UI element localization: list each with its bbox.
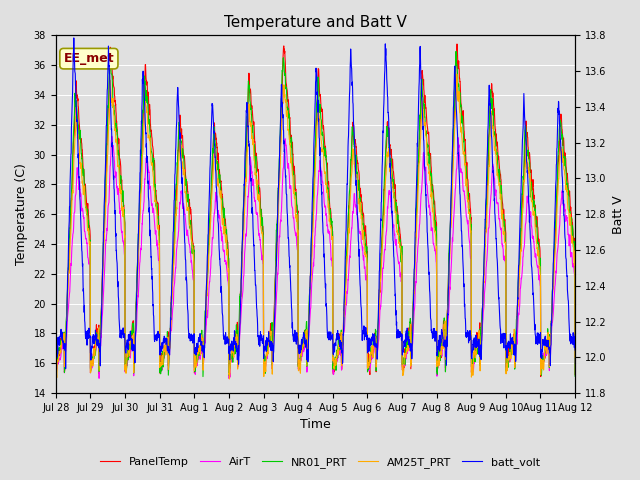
NR01_PRT (52, 356, 60, 361)
NR01_PRT (467, 218, 474, 224)
Title: Temperature and Batt V: Temperature and Batt V (224, 15, 407, 30)
batt_volt (70, 35, 77, 41)
AM25T_PRT (540, 358, 548, 363)
AM25T_PRT (572, 354, 579, 360)
AirT (540, 359, 548, 364)
NR01_PRT (452, 48, 460, 54)
AM25T_PRT (467, 229, 474, 235)
AirT (331, 362, 339, 368)
AM25T_PRT (330, 363, 338, 369)
batt_volt (342, 230, 349, 236)
NR01_PRT (196, 345, 204, 350)
Legend: PanelTemp, AirT, NR01_PRT, AM25T_PRT, batt_volt: PanelTemp, AirT, NR01_PRT, AM25T_PRT, ba… (95, 452, 545, 472)
PanelTemp (196, 341, 204, 347)
AM25T_PRT (226, 376, 234, 382)
AirT (572, 360, 579, 366)
Text: EE_met: EE_met (63, 52, 114, 65)
AM25T_PRT (52, 374, 60, 380)
NR01_PRT (526, 160, 534, 166)
batt_volt (540, 343, 548, 348)
NR01_PRT (540, 356, 548, 362)
AirT (342, 302, 349, 308)
batt_volt (467, 332, 474, 337)
Line: batt_volt: batt_volt (56, 38, 575, 369)
Line: AirT: AirT (56, 136, 575, 378)
AirT (467, 255, 474, 261)
Y-axis label: Temperature (C): Temperature (C) (15, 163, 28, 265)
PanelTemp (453, 41, 461, 47)
batt_volt (526, 213, 534, 219)
PanelTemp (525, 150, 533, 156)
NR01_PRT (199, 374, 207, 380)
X-axis label: Time: Time (300, 419, 331, 432)
NR01_PRT (572, 373, 579, 379)
batt_volt (331, 349, 339, 355)
PanelTemp (342, 285, 349, 290)
Y-axis label: Batt V: Batt V (612, 195, 625, 234)
PanelTemp (52, 368, 60, 373)
AM25T_PRT (453, 71, 461, 77)
PanelTemp (572, 372, 579, 378)
PanelTemp (537, 373, 545, 379)
Line: NR01_PRT: NR01_PRT (56, 51, 575, 377)
Line: PanelTemp: PanelTemp (56, 44, 575, 376)
AirT (52, 366, 60, 372)
PanelTemp (330, 369, 338, 374)
batt_volt (52, 347, 60, 353)
AirT (225, 375, 233, 381)
batt_volt (62, 366, 70, 372)
AM25T_PRT (342, 288, 349, 294)
AirT (197, 349, 205, 355)
AM25T_PRT (196, 350, 204, 356)
batt_volt (197, 343, 205, 348)
PanelTemp (467, 205, 474, 211)
AirT (526, 213, 534, 218)
AM25T_PRT (526, 172, 534, 178)
Line: AM25T_PRT: AM25T_PRT (56, 74, 575, 379)
PanelTemp (540, 351, 548, 357)
AirT (108, 133, 116, 139)
batt_volt (572, 347, 579, 353)
NR01_PRT (330, 362, 338, 368)
NR01_PRT (342, 265, 349, 271)
